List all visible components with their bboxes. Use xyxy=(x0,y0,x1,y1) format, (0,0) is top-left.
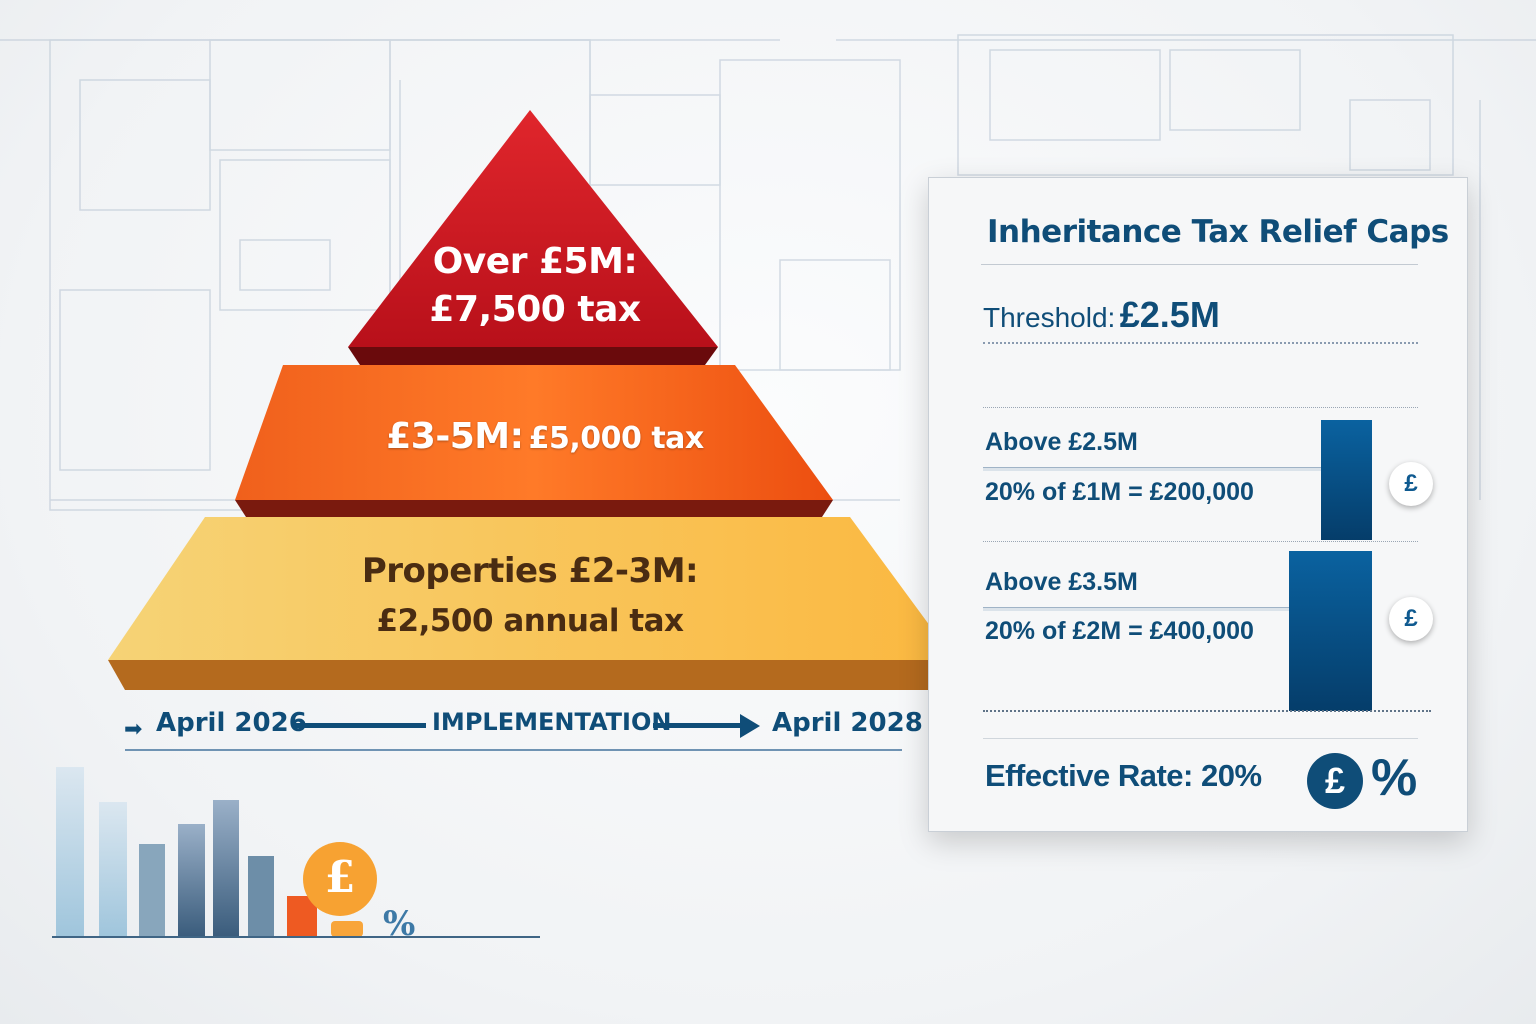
row-bar xyxy=(1289,551,1372,711)
deco-bar xyxy=(99,802,127,937)
arrowhead-icon xyxy=(740,714,760,738)
divider xyxy=(983,407,1418,408)
row-heading: Above £3.5M xyxy=(985,568,1138,596)
row-heading: Above £2.5M xyxy=(985,428,1138,456)
deco-bar xyxy=(178,824,205,937)
decorative-bar-chart xyxy=(52,767,540,938)
threshold-value: £2.5M xyxy=(1119,294,1220,335)
divider xyxy=(983,738,1418,739)
relief-caps-panel: Inheritance Tax Relief Caps Threshold: £… xyxy=(928,177,1468,832)
pyramid-top-label: Over £5M: £7,500 tax xyxy=(380,238,690,334)
middle-tier-range: £3-5M: xyxy=(386,416,524,457)
divider xyxy=(983,710,1431,712)
deco-bar xyxy=(213,800,239,937)
threshold-row: Threshold: £2.5M xyxy=(983,294,1418,344)
deco-bar xyxy=(139,844,165,937)
deco-bar xyxy=(248,856,274,937)
pyramid-tier-bottom xyxy=(108,517,955,660)
pyramid-middle-label: £3-5M: £5,000 tax xyxy=(300,416,790,457)
panel-title: Inheritance Tax Relief Caps xyxy=(987,214,1449,250)
pyramid-tier-middle xyxy=(235,365,833,500)
timeline-start: April 2026 xyxy=(156,708,307,738)
row-bar xyxy=(1321,420,1372,540)
pyramid-tier-top-ledge xyxy=(348,347,718,365)
pyramid-tier-bottom-ledge xyxy=(108,660,955,690)
pyramid-bottom-label: Properties £2-3M: £2,500 annual tax xyxy=(230,546,830,646)
middle-tier-tax: £5,000 tax xyxy=(528,421,705,456)
row-line xyxy=(983,467,1338,471)
threshold-label: Threshold: xyxy=(983,302,1116,333)
pound-coin-icon: £ xyxy=(1389,462,1433,506)
percent-icon: % xyxy=(1371,749,1418,807)
pound-coin-icon: £ xyxy=(1389,597,1433,641)
pound-coin-icon xyxy=(303,842,377,916)
pyramid-tier-top xyxy=(348,110,718,347)
row-calc: 20% of £2M = £400,000 xyxy=(985,617,1254,645)
top-tier-range: Over £5M: xyxy=(432,241,638,282)
timeline-end: April 2028 xyxy=(772,708,923,738)
timeline-arrow-line xyxy=(653,723,743,728)
effective-rate-value: 20% xyxy=(1200,758,1262,793)
deco-bar xyxy=(331,921,363,937)
timeline-line xyxy=(293,723,426,728)
row-line xyxy=(983,607,1328,611)
row-calc: 20% of £1M = £200,000 xyxy=(985,478,1254,506)
bottom-tier-tax: £2,500 annual tax xyxy=(376,603,684,639)
pound-icon: £ xyxy=(1307,753,1363,809)
divider xyxy=(983,541,1418,542)
top-tier-tax: £7,500 tax xyxy=(429,289,641,330)
divider xyxy=(981,264,1418,265)
deco-bar xyxy=(56,767,84,937)
percent-icon: % xyxy=(383,904,416,944)
timeline-label: IMPLEMENTATION xyxy=(432,708,672,736)
pound-icon: £ xyxy=(324,852,356,903)
effective-rate-label: Effective Rate: xyxy=(985,758,1193,793)
effective-rate: Effective Rate: 20% xyxy=(985,758,1262,794)
timeline-underline xyxy=(125,749,902,751)
bottom-tier-range: Properties £2-3M: xyxy=(361,551,699,591)
pyramid-tier-middle-ledge xyxy=(235,500,833,517)
arrow-right-icon: ➡ xyxy=(124,716,143,741)
